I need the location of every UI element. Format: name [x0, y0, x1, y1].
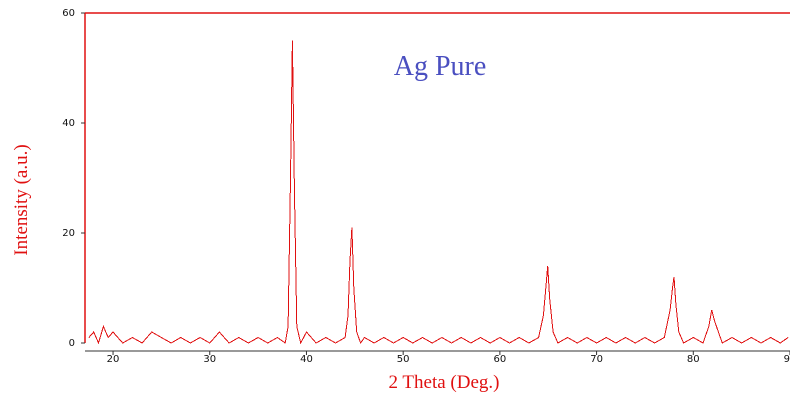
x-tick-label: 40	[300, 354, 313, 365]
y-axis-label: Intensity (a.u.)	[11, 144, 32, 255]
x-axis-label: 2 Theta (Deg.)	[389, 372, 500, 393]
x-tick-label: 50	[397, 354, 410, 365]
x-tick-label: 70	[590, 354, 603, 365]
y-tick-label: 0	[69, 338, 75, 349]
x-tick-label: 80	[687, 354, 700, 365]
x-tick-label: 30	[203, 354, 216, 365]
y-tick-label: 60	[62, 8, 75, 19]
x-tick-label: 20	[107, 354, 120, 365]
x-tick-label: 60	[494, 354, 507, 365]
x-tick-label: 90	[784, 354, 790, 365]
y-tick-label: 40	[62, 118, 75, 129]
chart-title: Ag Pure	[394, 51, 487, 82]
data-line	[88, 40, 789, 345]
y-tick-label: 20	[62, 228, 75, 239]
